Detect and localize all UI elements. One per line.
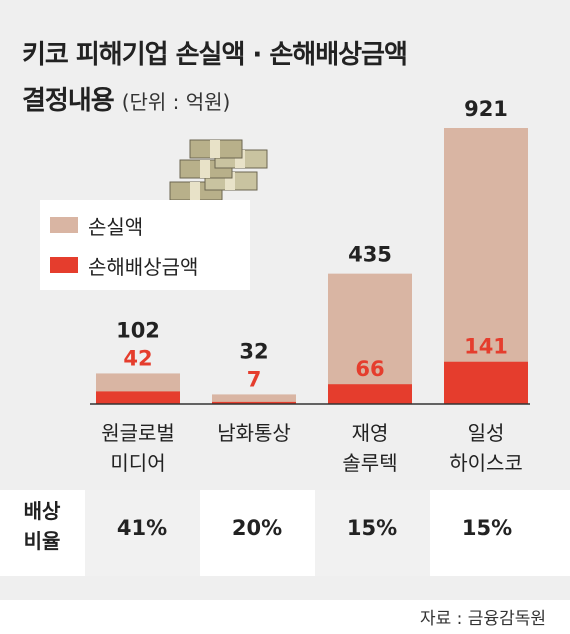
bar-loss [444, 128, 528, 404]
legend-label-compensation: 손해배상금액 [88, 254, 199, 279]
data-label-compensation: 141 [464, 335, 508, 359]
chart-title-suffix: 결정내용 [22, 86, 115, 116]
ratio-row-header-line2: 비율 [23, 529, 61, 553]
category-label: 원글로벌 [101, 421, 175, 445]
ratio-value-3: 15% [346, 516, 398, 540]
legend: 손실액 손해배상금액 [40, 200, 250, 290]
category-label: 재영 [352, 421, 389, 445]
legend-item-compensation: 손해배상금액 [50, 250, 198, 280]
category-label: 일성 [468, 421, 505, 445]
unit-label: (단위 : 억원) [121, 90, 231, 114]
source-note: 자료 : 금융감독원 [419, 609, 546, 629]
data-label-compensation: 7 [247, 367, 262, 391]
legend-item-loss: 손실액 [50, 210, 143, 240]
chart-title-line2: 결정내용 (단위 : 억원) [22, 80, 230, 117]
legend-swatch-loss [50, 217, 78, 233]
bar-compensation [212, 401, 296, 404]
legend-swatch-compensation [50, 257, 78, 273]
bar-compensation [96, 391, 180, 404]
category-label: 남화통상 [217, 421, 291, 445]
category-label: 미디어 [110, 451, 165, 475]
ratio-value-4: 15% [461, 516, 513, 540]
money-stack-icon [169, 139, 268, 201]
data-label-loss: 102 [116, 318, 160, 342]
data-label-loss: 921 [464, 97, 508, 121]
ratio-cell-bg [315, 490, 430, 576]
data-label-compensation: 42 [123, 346, 152, 370]
ratio-row-header-line1: 배상 [23, 499, 61, 523]
chart-title: 키코 피해기업 손실액 · 손해배상금액 [22, 40, 408, 70]
category-label: 하이스코 [449, 451, 523, 475]
category-label: 솔루텍 [342, 451, 397, 475]
data-label-loss: 435 [348, 243, 392, 267]
bar-compensation [328, 384, 412, 404]
ratio-row-header: 배상 비율 [12, 496, 72, 556]
legend-label-loss: 손실액 [88, 214, 144, 239]
data-label-loss: 32 [239, 339, 268, 363]
data-label-compensation: 66 [355, 357, 384, 381]
bar-compensation [444, 361, 528, 404]
bar-loss [328, 273, 412, 404]
bar-loss [212, 394, 296, 404]
ratio-cell-bg [85, 490, 200, 576]
ratio-value-1: 41% [116, 516, 168, 540]
ratio-value-2: 20% [231, 516, 283, 540]
